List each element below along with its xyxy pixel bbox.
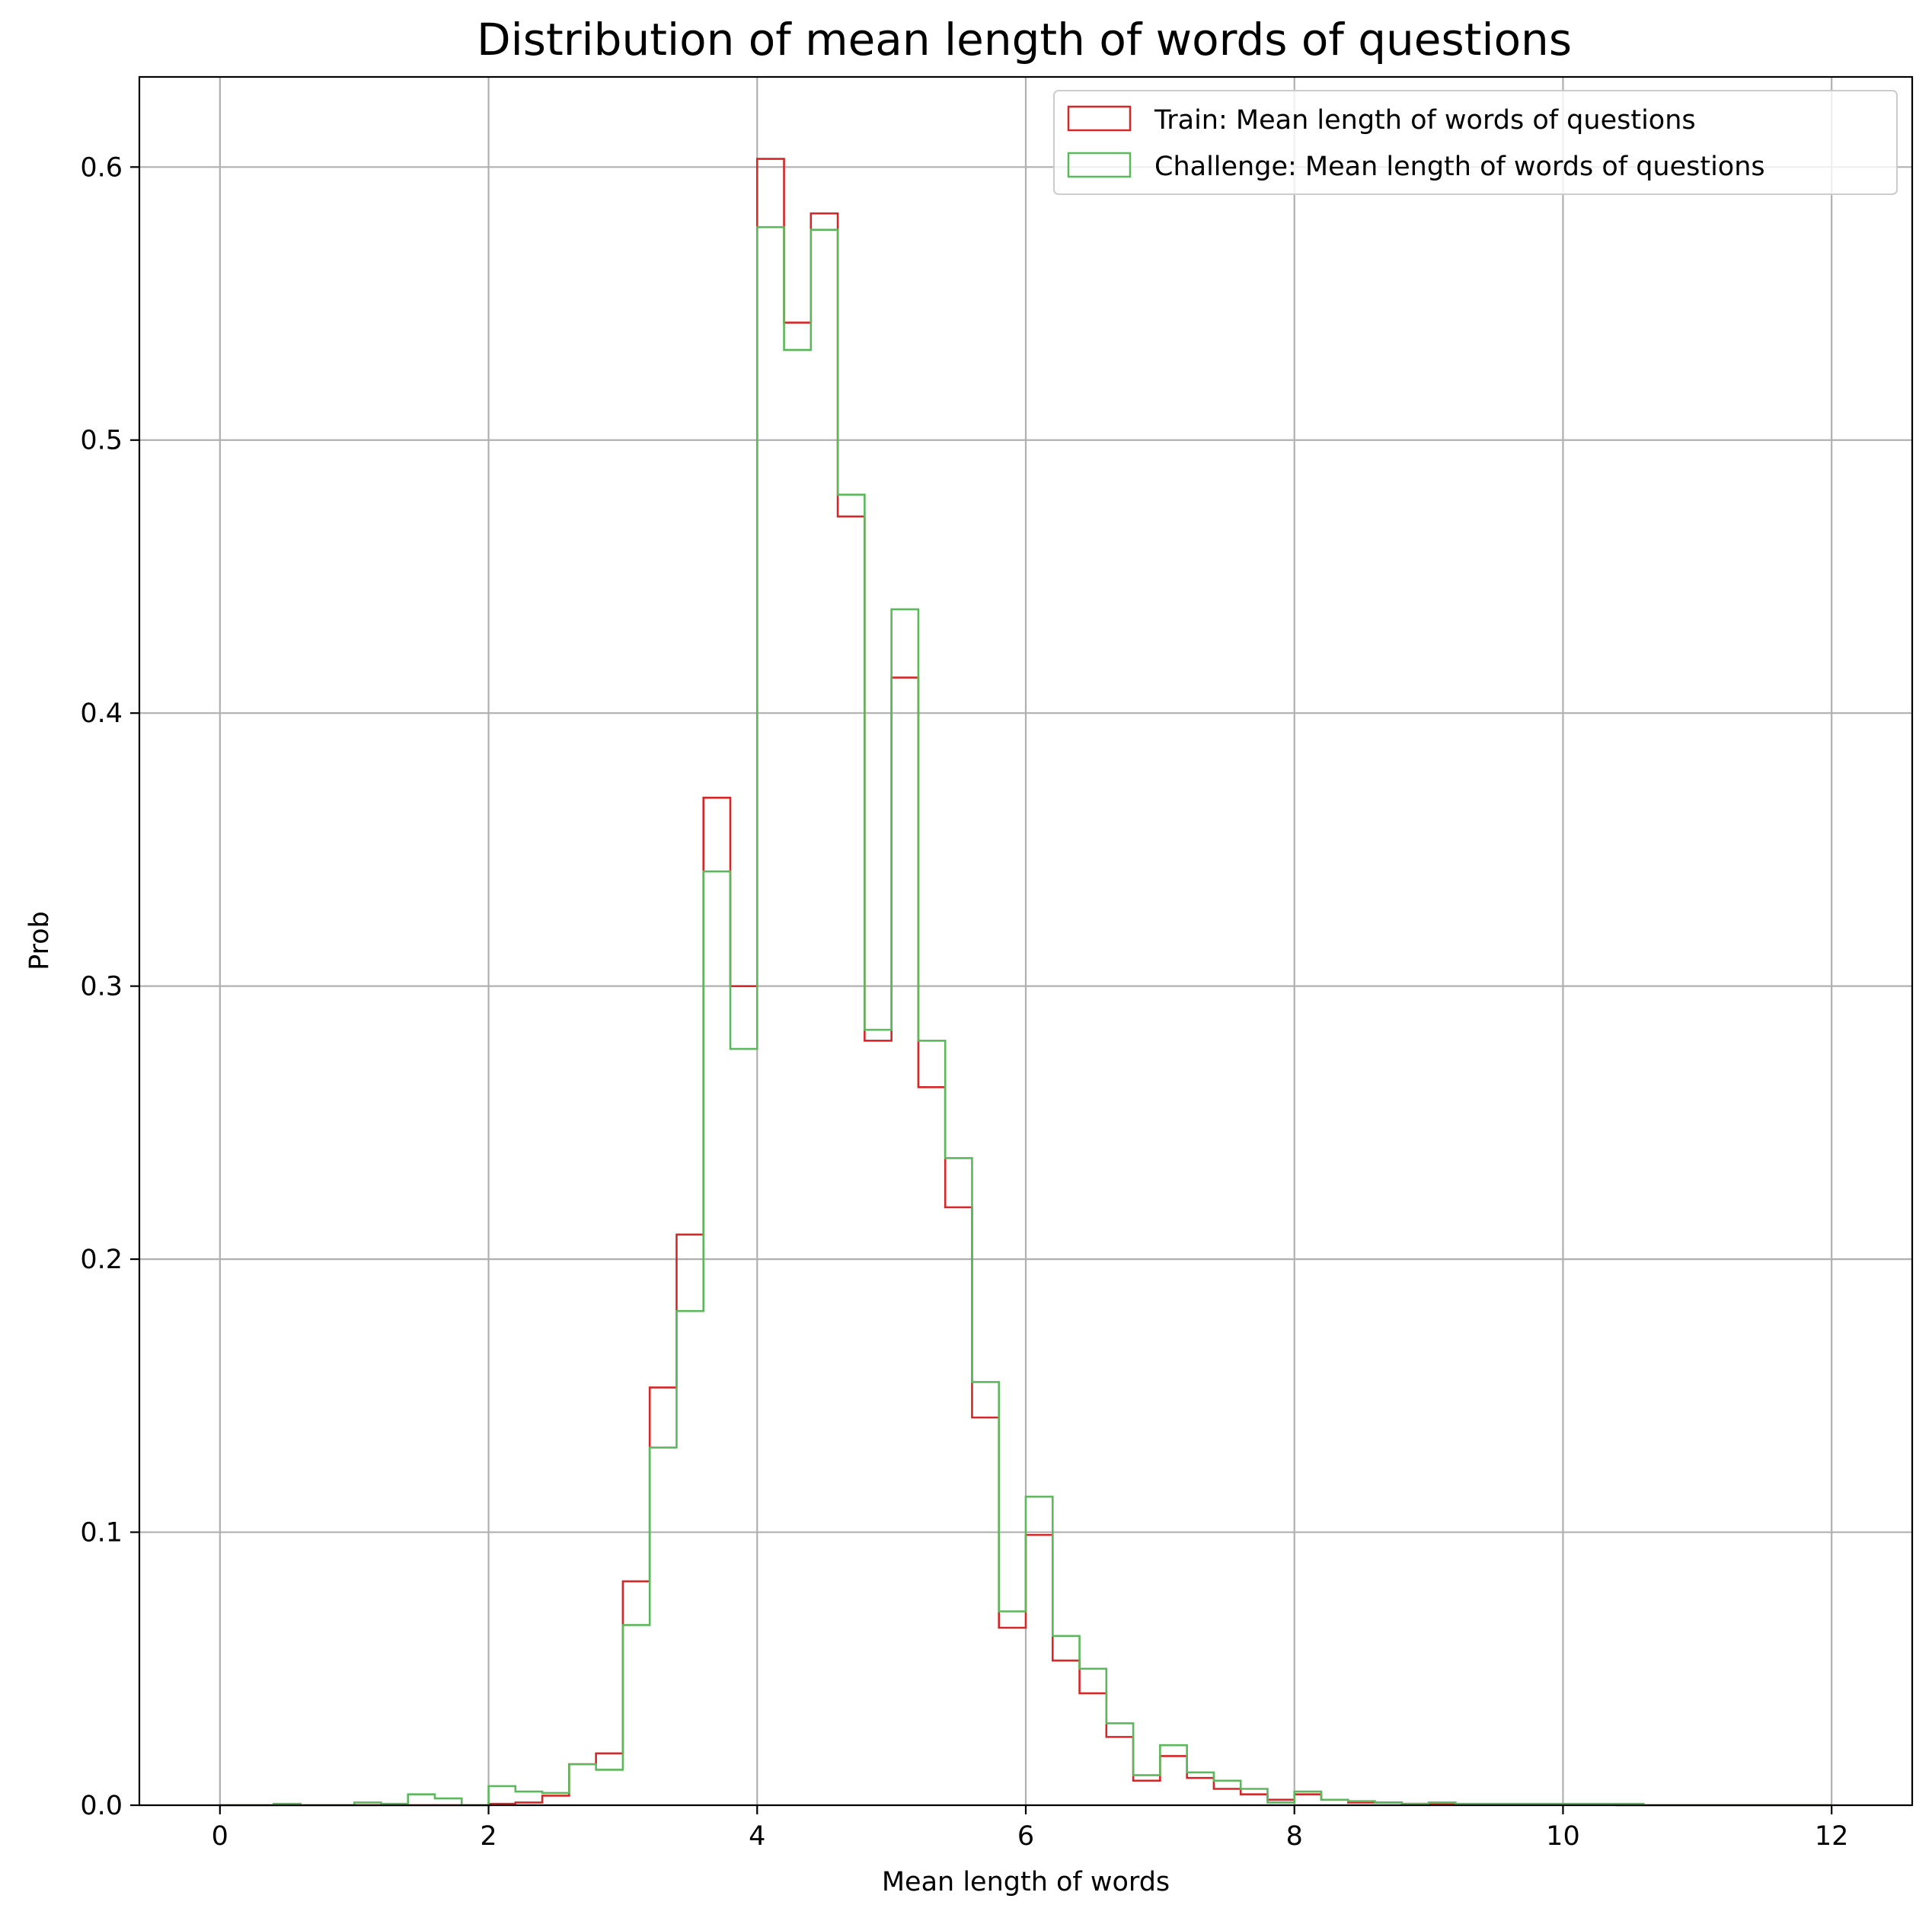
x-tick-label: 4 (749, 1821, 765, 1852)
x-tick-label: 10 (1546, 1821, 1580, 1852)
legend-swatch-challenge (1067, 152, 1132, 178)
x-tick-label: 2 (480, 1821, 497, 1852)
legend-swatch-train (1067, 105, 1132, 132)
y-tick-label: 0.5 (80, 426, 123, 456)
challenge-series-step (219, 225, 1832, 1807)
y-tick-label: 0.6 (80, 152, 123, 183)
y-tick-label: 0.4 (80, 698, 123, 729)
legend: Train: Mean length of words of questions… (1053, 90, 1898, 195)
axis-ticks: 0 2 4 6 8 10 12 0.0 0.1 0.2 0.3 0.4 0.5 0.6 (80, 152, 1848, 1852)
y-tick-label: 0.3 (80, 972, 123, 1002)
x-tick-label: 0 (212, 1821, 228, 1852)
legend-label-challenge: Challenge: Mean length of words of quest… (1154, 152, 1765, 182)
x-tick-label: 6 (1017, 1821, 1034, 1852)
x-tick-label: 8 (1286, 1821, 1303, 1852)
y-tick-label: 0.2 (80, 1245, 123, 1275)
y-axis-title: Prob (24, 911, 55, 970)
legend-box (1053, 90, 1898, 195)
y-tick-label: 0.1 (80, 1518, 123, 1549)
chart-title: Distribution of mean length of words of … (477, 14, 1572, 66)
legend-label-train: Train: Mean length of words of questions (1154, 105, 1696, 136)
x-axis-title: Mean length of words (882, 1867, 1170, 1897)
y-tick-label: 0.0 (80, 1791, 123, 1821)
x-tick-label: 12 (1815, 1821, 1849, 1852)
